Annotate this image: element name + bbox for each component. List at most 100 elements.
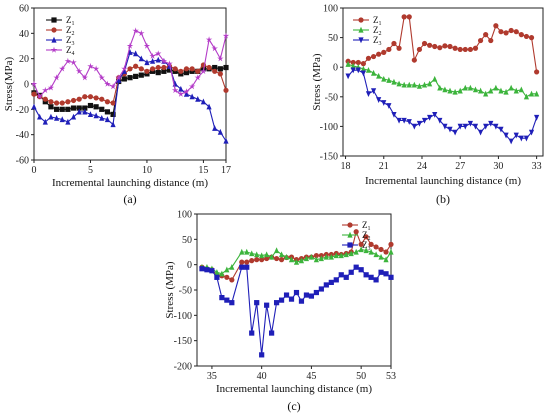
data-point xyxy=(313,252,319,259)
data-point xyxy=(350,59,356,66)
data-point xyxy=(345,73,351,80)
data-point xyxy=(133,63,139,69)
data-point xyxy=(211,45,218,52)
y-axis-title: Stress (MPa) xyxy=(164,261,176,318)
data-point xyxy=(229,300,235,306)
y-tick-label: -60 xyxy=(16,156,29,167)
data-point xyxy=(350,62,356,69)
data-point xyxy=(383,271,389,277)
y-tick-label: 50 xyxy=(182,235,192,246)
legend-marker-z2 xyxy=(347,231,353,238)
legend-subscript: 2 xyxy=(72,31,75,37)
data-point xyxy=(416,46,423,53)
data-point xyxy=(161,68,167,74)
data-point xyxy=(396,80,402,87)
data-point xyxy=(223,64,229,71)
data-point xyxy=(503,88,509,95)
data-point xyxy=(452,129,458,136)
data-point xyxy=(348,269,354,275)
x-tick-label: 33 xyxy=(532,161,542,172)
data-point xyxy=(373,251,379,258)
data-point xyxy=(127,66,133,72)
x-axis-title: Incremental launching distance (m) xyxy=(52,177,208,189)
data-point xyxy=(508,27,514,34)
y-tick-label: -150 xyxy=(174,336,192,347)
series-z2 xyxy=(345,61,540,100)
legend-label-z3: Z3 xyxy=(362,240,371,252)
data-point xyxy=(278,297,285,303)
data-point xyxy=(138,29,145,37)
data-point xyxy=(373,277,379,283)
data-point xyxy=(166,60,173,67)
data-point xyxy=(513,29,519,35)
data-point xyxy=(303,255,310,262)
data-point xyxy=(104,109,111,115)
data-point xyxy=(217,55,224,62)
data-point xyxy=(293,289,300,296)
data-point xyxy=(171,86,179,94)
panel-label: (a) xyxy=(123,192,136,206)
data-point xyxy=(70,113,77,120)
legend-marker-z3 xyxy=(51,36,57,43)
data-point xyxy=(254,300,260,306)
data-point xyxy=(467,84,473,91)
data-point xyxy=(195,96,201,102)
data-point xyxy=(363,247,369,254)
data-point xyxy=(273,247,280,254)
legend-name: Z xyxy=(373,25,379,35)
data-point xyxy=(59,106,65,112)
data-point xyxy=(368,274,374,280)
series-z2 xyxy=(199,246,394,277)
data-point xyxy=(360,70,366,77)
data-point xyxy=(518,135,524,142)
data-point xyxy=(513,87,519,94)
x-tick-label: 0 xyxy=(32,165,37,176)
data-point xyxy=(498,29,504,35)
legend-name: Z xyxy=(66,45,72,55)
legend-name: Z xyxy=(362,230,368,240)
legend-name: Z xyxy=(66,15,72,25)
data-point xyxy=(172,66,178,72)
data-point xyxy=(82,108,88,115)
data-point xyxy=(222,32,230,39)
data-point xyxy=(345,61,351,67)
x-axis-title: Incremental launching distance (m) xyxy=(365,175,521,187)
x-tick-label: 24 xyxy=(417,161,427,172)
data-point xyxy=(269,330,275,336)
legend-subscript: 4 xyxy=(72,51,75,57)
data-point xyxy=(378,253,384,260)
legend-subscript: 1 xyxy=(72,21,75,27)
data-point xyxy=(259,257,265,263)
legend-marker-z4 xyxy=(50,46,58,53)
legend-marker-z1 xyxy=(51,17,57,23)
legend-marker-z2 xyxy=(358,26,364,33)
data-point xyxy=(508,138,514,145)
data-point xyxy=(160,57,168,64)
data-point xyxy=(298,257,305,264)
data-point xyxy=(188,83,196,90)
x-tick-label: 18 xyxy=(341,161,351,172)
data-point xyxy=(75,67,83,75)
data-point xyxy=(381,100,387,106)
data-point xyxy=(353,248,359,255)
y-tick-label: 0 xyxy=(187,260,192,271)
data-point xyxy=(59,116,65,123)
y-tick-label: -20 xyxy=(16,105,29,116)
data-point xyxy=(348,250,354,257)
data-point xyxy=(239,264,245,270)
data-point xyxy=(249,330,255,336)
y-tick-label: 0 xyxy=(24,80,29,91)
data-point xyxy=(212,64,218,71)
data-point xyxy=(386,46,392,53)
data-point xyxy=(318,286,324,292)
data-point xyxy=(493,23,499,29)
data-point xyxy=(121,65,128,72)
data-point xyxy=(70,97,77,104)
data-point xyxy=(381,49,387,56)
data-point xyxy=(437,84,443,91)
data-point xyxy=(53,115,60,121)
data-point xyxy=(477,87,484,94)
